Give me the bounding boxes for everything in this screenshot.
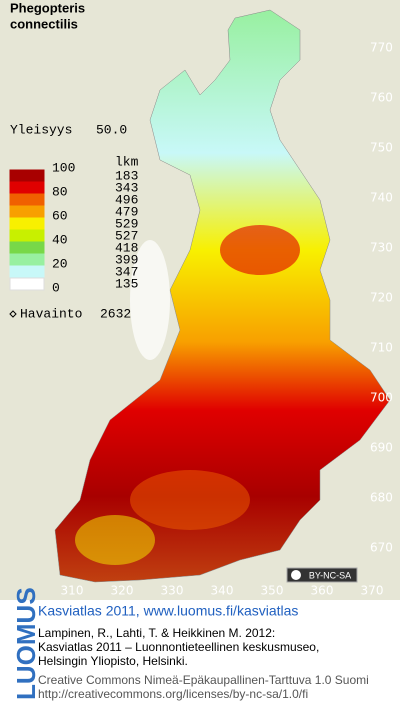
count-value: 529	[115, 216, 138, 231]
count-value: 135	[115, 276, 138, 291]
y-grid-label: 750	[370, 141, 393, 155]
x-grid-label: 360	[311, 584, 334, 598]
x-grid-label: 340	[211, 584, 234, 598]
legend-swatch	[9, 241, 45, 255]
citation: Kasviatlas 2011 – Luonnontieteellinen ke…	[38, 640, 319, 654]
headline: Kasviatlas 2011, www.luomus.fi/kasviatla…	[38, 603, 298, 619]
citation: Helsingin Yliopisto, Helsinki.	[38, 654, 188, 668]
count-value: 343	[115, 180, 138, 195]
y-grid-label: 770	[370, 41, 393, 55]
license-badge-text: BY-NC-SA	[309, 570, 351, 580]
y-grid-label: 690	[370, 441, 393, 455]
legend-swatch	[9, 181, 45, 195]
legend-swatch	[9, 229, 45, 243]
scale-label: 40	[52, 232, 68, 247]
x-grid-label: 330	[161, 584, 184, 598]
brand: LUOMUS	[11, 587, 41, 700]
count-value: 399	[115, 252, 138, 267]
frequency-label: Yleisyys	[10, 122, 72, 137]
observation-symbol	[9, 310, 17, 318]
species-name: Phegopteris	[10, 0, 85, 15]
observations-label: Havainto	[20, 306, 82, 321]
y-grid-label: 730	[370, 241, 393, 255]
cc-icon	[291, 570, 301, 580]
license-text: Creative Commons Nimeä-Epäkaupallinen-Ta…	[38, 673, 369, 687]
species-name: connectilis	[10, 16, 78, 31]
x-grid-label: 350	[261, 584, 284, 598]
y-grid-label: 680	[370, 491, 393, 505]
x-grid-label: 310	[61, 584, 84, 598]
legend-swatch	[9, 265, 45, 279]
scale-label: 60	[52, 208, 68, 223]
y-grid-label: 710	[370, 341, 393, 355]
observations-value: 2632	[100, 306, 131, 321]
scale-label: 80	[52, 184, 68, 199]
legend-swatch	[9, 193, 45, 207]
map-region	[130, 240, 170, 360]
legend-swatch	[9, 169, 45, 183]
count-value: 347	[115, 264, 138, 279]
legend-swatch	[9, 277, 45, 291]
license-text: http://creativecommons.org/licenses/by-n…	[38, 687, 308, 701]
scale-label: 100	[52, 160, 75, 175]
count-value: 183	[115, 168, 138, 183]
citation: Lampinen, R., Lahti, T. & Heikkinen M. 2…	[38, 626, 275, 640]
count-header: lkm	[115, 154, 139, 169]
count-value: 527	[115, 228, 138, 243]
map-region	[130, 470, 250, 530]
y-grid-label: 740	[370, 191, 393, 205]
y-grid-label: 670	[370, 541, 393, 555]
y-grid-label: 700	[370, 391, 393, 405]
scale-label: 20	[52, 256, 68, 271]
footer-background	[0, 600, 400, 702]
count-value: 418	[115, 240, 138, 255]
count-value: 496	[115, 192, 138, 207]
y-grid-label: 760	[370, 91, 393, 105]
frequency-value: 50.0	[96, 122, 127, 137]
license-badge	[286, 567, 358, 583]
legend-swatch	[9, 217, 45, 231]
x-grid-label: 320	[111, 584, 134, 598]
scale-label: 0	[52, 280, 60, 295]
y-grid-label: 720	[370, 291, 393, 305]
map-region	[220, 225, 300, 275]
map-region	[75, 515, 155, 565]
finland-map	[54, 9, 391, 583]
legend-swatch	[9, 253, 45, 267]
count-value: 479	[115, 204, 138, 219]
legend-swatch	[9, 205, 45, 219]
x-grid-label: 370	[361, 584, 384, 598]
